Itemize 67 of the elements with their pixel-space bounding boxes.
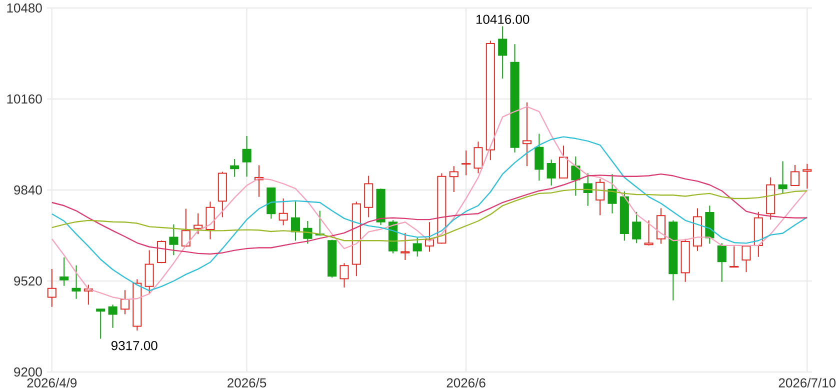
candlestick [462, 150, 471, 176]
candlestick [424, 222, 434, 252]
x-tick-label: 2026/7/10 [778, 378, 836, 388]
candlestick [534, 133, 544, 182]
candlestick [742, 246, 751, 273]
candlestick [546, 159, 556, 186]
candlestick [412, 237, 422, 258]
candlestick [120, 290, 130, 315]
candlestick [400, 232, 410, 260]
candlestick [498, 26, 508, 80]
candlestick [72, 264, 81, 300]
candlestick [449, 166, 458, 192]
candlestick [802, 163, 812, 190]
line-series [51, 136, 808, 292]
candlestick [692, 208, 702, 252]
candlestick [340, 262, 349, 288]
candlestick [84, 284, 93, 306]
candlestick [206, 201, 215, 240]
candlestick [242, 135, 252, 178]
y-tick-label: 10160 [7, 94, 42, 104]
candlestick [96, 308, 106, 340]
candlestick [558, 145, 568, 179]
candlestick [278, 198, 288, 226]
candlestick [790, 164, 800, 186]
y-tick-label: 9840 [14, 185, 42, 195]
candlestick [571, 156, 580, 196]
candlestick [352, 201, 361, 277]
candlestick [583, 172, 592, 206]
candlestick [108, 304, 118, 328]
candlestick [60, 256, 69, 286]
candlestick [778, 160, 788, 194]
candlestick [522, 102, 532, 167]
candlestick [510, 44, 520, 153]
y-tick-label: 9200 [14, 367, 42, 377]
candlestick [668, 220, 678, 301]
x-tick-label: 2026/5 [228, 378, 266, 388]
candlestick [644, 220, 654, 246]
candlestick [486, 40, 495, 161]
candlestick [181, 208, 190, 248]
candlestick [230, 158, 240, 178]
candlestick [705, 205, 714, 244]
candlestick [632, 211, 642, 244]
y-tick-label: 9520 [14, 276, 42, 286]
candlestick [730, 246, 739, 268]
x-tick-label: 2026/4/9 [27, 378, 77, 388]
candlestick [218, 171, 227, 218]
y-tick-label: 10480 [7, 3, 42, 13]
x-tick-label: 2026/6 [446, 378, 486, 388]
candlestick [47, 268, 56, 308]
candlestick [620, 190, 629, 242]
candlestick [254, 164, 264, 198]
candlestick [290, 201, 300, 242]
candlestick [766, 176, 776, 220]
annotation: 9317.00 [111, 340, 158, 350]
candlestick [132, 278, 142, 331]
candlestick [717, 242, 726, 282]
annotation: 10416.00 [476, 14, 530, 24]
candlestick [474, 141, 483, 174]
candlestick [169, 224, 178, 256]
candlestick [754, 211, 763, 258]
candlestick [364, 175, 374, 218]
candlestick [194, 212, 203, 235]
candlestick [656, 208, 666, 244]
candlestick [144, 250, 154, 294]
candlestick [608, 174, 617, 214]
candlestick [596, 178, 605, 216]
candlestick [266, 188, 276, 220]
